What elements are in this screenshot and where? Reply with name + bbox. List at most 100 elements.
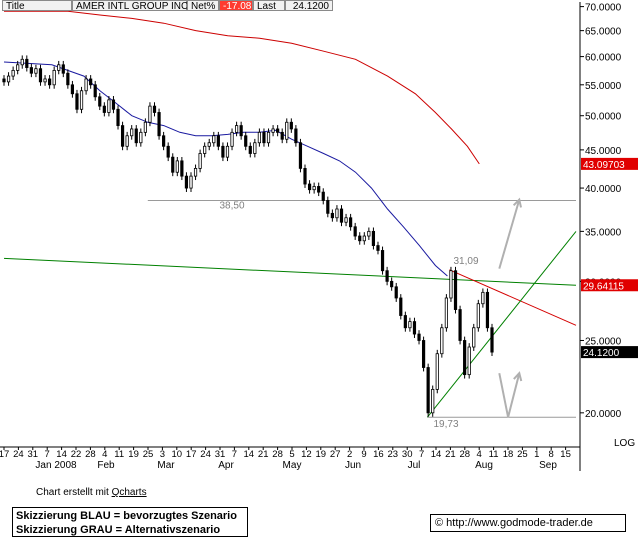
x-month-label: Sep bbox=[539, 460, 557, 471]
candle-body bbox=[390, 280, 394, 288]
x-tick-label: 1 bbox=[534, 449, 539, 460]
candle-body bbox=[285, 121, 289, 140]
candle-body bbox=[294, 128, 298, 144]
x-tick-label: 19 bbox=[316, 449, 327, 460]
made-with-prefix: Chart erstellt mit bbox=[36, 487, 112, 498]
candle-body bbox=[120, 125, 125, 147]
candle-body bbox=[335, 208, 339, 219]
price-tag-box bbox=[581, 279, 638, 292]
candle-body bbox=[244, 135, 248, 147]
candlesticks bbox=[2, 55, 494, 417]
scenario-grey-arrowhead bbox=[513, 371, 523, 382]
candle-body bbox=[463, 340, 467, 376]
y-tick-label: 20.0000 bbox=[585, 409, 622, 420]
candle-body bbox=[485, 291, 490, 329]
scenario-grey-arrowhead bbox=[512, 197, 522, 208]
candle-body bbox=[148, 105, 152, 123]
candle-body bbox=[412, 321, 417, 335]
qcharts-link[interactable]: Qcharts bbox=[111, 487, 147, 498]
labels: 38,50 31,09 19,73 43.09703 29.64115 24.1200 bbox=[219, 157, 638, 430]
x-tick-label: 12 bbox=[301, 449, 312, 460]
x-tick-label: 28 bbox=[272, 449, 283, 460]
candle-body bbox=[257, 131, 262, 144]
y-tick-label: 60.0000 bbox=[585, 53, 622, 64]
plot-area bbox=[0, 2, 580, 447]
price-tag-value: 24.1200 bbox=[583, 348, 620, 359]
x-tick-label: 31 bbox=[28, 449, 39, 460]
x-tick-label: 28 bbox=[85, 449, 96, 460]
x-month-label: Jan 2008 bbox=[35, 460, 77, 471]
x-tick-label: 24 bbox=[13, 449, 24, 460]
y-tick-label: 45.0000 bbox=[585, 146, 622, 157]
candle-body bbox=[266, 131, 271, 144]
x-tick-label: 11 bbox=[489, 449, 499, 460]
candle-body bbox=[43, 78, 47, 83]
copyright-link[interactable]: © http://www.godmode-trader.de bbox=[430, 514, 626, 532]
candle-body bbox=[326, 200, 330, 214]
candle-body bbox=[280, 131, 284, 140]
price-tag-box bbox=[581, 346, 638, 359]
candle-body bbox=[6, 75, 11, 83]
x-month-label: May bbox=[283, 460, 302, 471]
x-tick-label: 14 bbox=[431, 449, 442, 460]
candle-body bbox=[139, 131, 143, 144]
candle-body bbox=[467, 346, 471, 376]
candle-body bbox=[490, 327, 494, 353]
candle-body bbox=[408, 321, 412, 329]
candle-body bbox=[435, 353, 439, 390]
x-tick-label: 9 bbox=[361, 449, 366, 460]
y-tick-label: 35.0000 bbox=[585, 227, 622, 238]
candle-body bbox=[166, 145, 170, 158]
x-tick-label: 23 bbox=[388, 449, 399, 460]
x-month-label: Jun bbox=[345, 460, 361, 471]
candle-body bbox=[79, 90, 84, 110]
candle-body bbox=[362, 235, 366, 242]
candle-body bbox=[276, 128, 280, 133]
candle-body bbox=[111, 99, 116, 110]
downtrend-line bbox=[449, 269, 577, 326]
candle-body bbox=[70, 84, 75, 95]
scenario-grey-path bbox=[498, 372, 521, 418]
scenario-grey-path bbox=[498, 199, 521, 269]
candle-body bbox=[180, 160, 184, 177]
candle-body bbox=[29, 67, 33, 74]
legend-grey: Skizzierung GRAU = Alternativszenario bbox=[16, 524, 221, 536]
x-tick-label: 19 bbox=[128, 449, 139, 460]
uptrend-line bbox=[427, 231, 577, 418]
y-tick-label: 25.0000 bbox=[585, 336, 622, 347]
x-month-label: Jul bbox=[408, 460, 421, 471]
candle-body bbox=[198, 153, 202, 169]
candle-body bbox=[239, 125, 243, 137]
candle-body bbox=[189, 175, 193, 189]
candle-body bbox=[421, 340, 426, 368]
x-tick-label: 28 bbox=[460, 449, 471, 460]
candle-body bbox=[61, 64, 65, 74]
candle-body bbox=[162, 135, 166, 147]
x-tick-label: 14 bbox=[244, 449, 255, 460]
y-tick-label: 70.0000 bbox=[585, 3, 622, 14]
x-month-label: Mar bbox=[157, 460, 175, 471]
x-tick-label: 15 bbox=[560, 449, 571, 460]
price-tag-value: 43.09703 bbox=[583, 160, 625, 171]
annotation-label: 31,09 bbox=[453, 256, 478, 267]
header-instrument: AMER INTL GROUP INC bbox=[72, 0, 188, 12]
candle-body bbox=[48, 78, 52, 86]
candle-body bbox=[134, 128, 138, 144]
candle-body bbox=[16, 64, 20, 71]
candle-body bbox=[344, 217, 348, 223]
legend-blue: Skizzierung BLAU = bevorzugtes Szenario bbox=[16, 510, 237, 522]
candle-body bbox=[93, 84, 97, 98]
scenario-legend: Skizzierung BLAU = bevorzugtes Szenario … bbox=[12, 507, 248, 537]
candle-body bbox=[38, 68, 43, 83]
axes: 20.000025.000030.000035.000040.000045.00… bbox=[0, 2, 635, 471]
x-tick-label: 30 bbox=[402, 449, 413, 460]
candle-body bbox=[458, 309, 462, 341]
candle-body bbox=[107, 99, 111, 113]
candle-body bbox=[57, 64, 61, 71]
x-tick-label: 10 bbox=[172, 449, 183, 460]
candle-body bbox=[89, 78, 93, 86]
candle-body bbox=[399, 297, 403, 316]
candle-body bbox=[221, 145, 225, 158]
candle-body bbox=[303, 168, 307, 185]
candle-body bbox=[440, 327, 444, 355]
